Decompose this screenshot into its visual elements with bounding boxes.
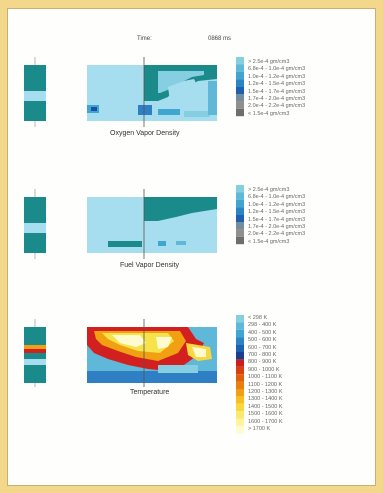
fuel-legend-labels: > 2.5e-4 gm/cm3 6.8e-4 - 1.0e-4 gm/cm3 1.0… xyxy=(248,187,305,246)
legend-swatch xyxy=(236,94,244,102)
legend-swatch xyxy=(236,86,244,94)
legend-label: 1.2e-4 - 1.5e-4 gm/cm3 xyxy=(248,209,306,216)
legend-swatch xyxy=(236,359,244,367)
legend-swatch xyxy=(236,389,244,397)
oxygen-field-plot xyxy=(87,57,217,127)
oxygen-legend-bar xyxy=(236,57,244,117)
legend-swatch xyxy=(236,236,244,245)
legend-swatch xyxy=(236,396,244,404)
oxygen-panel xyxy=(24,57,244,127)
legend-swatch xyxy=(236,344,244,352)
legend-swatch xyxy=(236,426,244,434)
legend-swatch xyxy=(236,329,244,338)
temperature-legend-labels: < 298 K 298 - 400 K 400 - 500 K 500 - 600 K… xyxy=(248,315,283,434)
legend-label: 1.0e-4 - 1.2e-4 gm/cm3 xyxy=(248,201,306,208)
legend-swatch xyxy=(236,352,244,360)
legend-swatch xyxy=(236,108,244,117)
oxygen-legend-labels: > 2.5e-4 gm/cm3 6.8e-4 - 1.0e-4 gm/cm3 1.0… xyxy=(248,59,305,118)
time-value: 0868 ms xyxy=(208,36,232,42)
fuel-caption: Fuel Vapor Density xyxy=(120,262,180,269)
legend-label: 1.2e-4 - 1.5e-4 gm/cm3 xyxy=(248,81,306,88)
fuel-small-column xyxy=(24,189,46,259)
legend-label: < 298 K xyxy=(248,315,268,321)
legend-label: 800 - 900 K xyxy=(248,359,277,366)
legend-swatch xyxy=(236,381,244,389)
temperature-legend-bar xyxy=(236,315,244,434)
legend-label: 1300 - 1400 K xyxy=(248,396,283,403)
legend-label: < 1.5e-4 gm/cm3 xyxy=(248,238,290,245)
legend-swatch xyxy=(236,418,244,426)
temperature-field-plot xyxy=(87,319,217,387)
legend-swatch xyxy=(236,185,244,193)
legend-label: > 2.5e-4 gm/cm3 xyxy=(248,187,290,193)
legend-label: > 1700 K xyxy=(248,426,271,433)
legend-label: 400 - 500 K xyxy=(248,329,277,336)
legend-label: 1.7e-4 - 2.0e-4 gm/cm3 xyxy=(248,224,306,231)
time-label: Time: xyxy=(137,36,152,42)
legend-label: 1.7e-4 - 2.0e-4 gm/cm3 xyxy=(248,96,306,103)
legend-label: 1.0e-4 - 1.2e-4 gm/cm3 xyxy=(248,73,306,80)
legend-label: 6.8e-4 - 1.0e-4 gm/cm3 xyxy=(248,66,306,73)
legend-swatch xyxy=(236,315,244,323)
legend-swatch xyxy=(236,322,244,330)
legend-swatch xyxy=(236,57,244,65)
temperature-panel xyxy=(24,315,244,434)
legend-label: 1.5e-4 - 1.7e-4 gm/cm3 xyxy=(248,88,306,95)
legend-swatch xyxy=(236,71,244,80)
legend-label: 298 - 400 K xyxy=(248,322,277,329)
legend-swatch xyxy=(236,199,244,208)
legend-label: < 1.5e-4 gm/cm3 xyxy=(248,110,290,117)
legend-label: 1600 - 1700 K xyxy=(248,418,283,425)
legend-swatch xyxy=(236,192,244,200)
legend-swatch xyxy=(236,374,244,382)
fuel-legend-bar xyxy=(236,185,244,245)
legend-label: 1100 - 1200 K xyxy=(248,381,283,388)
oxygen-small-column xyxy=(24,57,46,127)
legend-swatch xyxy=(236,337,244,345)
legend-swatch xyxy=(236,214,244,222)
legend-label: 1.5e-4 - 1.7e-4 gm/cm3 xyxy=(248,216,306,223)
legend-label: 1400 - 1500 K xyxy=(248,403,283,410)
legend-label: 1000 - 1100 K xyxy=(248,374,283,381)
fuel-field-plot xyxy=(87,189,217,259)
legend-swatch xyxy=(236,222,244,230)
legend-swatch xyxy=(236,403,244,412)
temperature-caption: Temperature xyxy=(130,389,170,396)
figure-frame: Time: 0868 ms xyxy=(7,8,376,486)
legend-label: 2.0e-4 - 2.2e-4 gm/cm3 xyxy=(248,231,306,238)
legend-swatch xyxy=(236,366,244,375)
legend-label: 2.0e-4 - 2.2e-4 gm/cm3 xyxy=(248,103,306,110)
legend-label: 1200 - 1300 K xyxy=(248,389,283,396)
legend-label: 600 - 700 K xyxy=(248,344,277,351)
legend-swatch xyxy=(236,79,244,87)
legend-label: 6.8e-4 - 1.0e-4 gm/cm3 xyxy=(248,194,306,201)
figure-graphics xyxy=(24,57,244,434)
legend-label: 1500 - 1600 K xyxy=(248,411,283,418)
legend-swatch xyxy=(236,101,244,109)
legend-swatch xyxy=(236,207,244,215)
legend-label: 700 - 800 K xyxy=(248,352,277,359)
temperature-small-column xyxy=(24,319,46,387)
legend-label: 900 - 1000 K xyxy=(248,366,280,373)
legend-label: 500 - 600 K xyxy=(248,337,277,344)
oxygen-caption: Oxygen Vapor Density xyxy=(110,130,180,137)
legend-swatch xyxy=(236,229,244,237)
legend-label: > 2.5e-4 gm/cm3 xyxy=(248,59,290,65)
legend-swatch xyxy=(236,64,244,72)
fuel-panel xyxy=(24,185,244,259)
legend-swatch xyxy=(236,411,244,419)
